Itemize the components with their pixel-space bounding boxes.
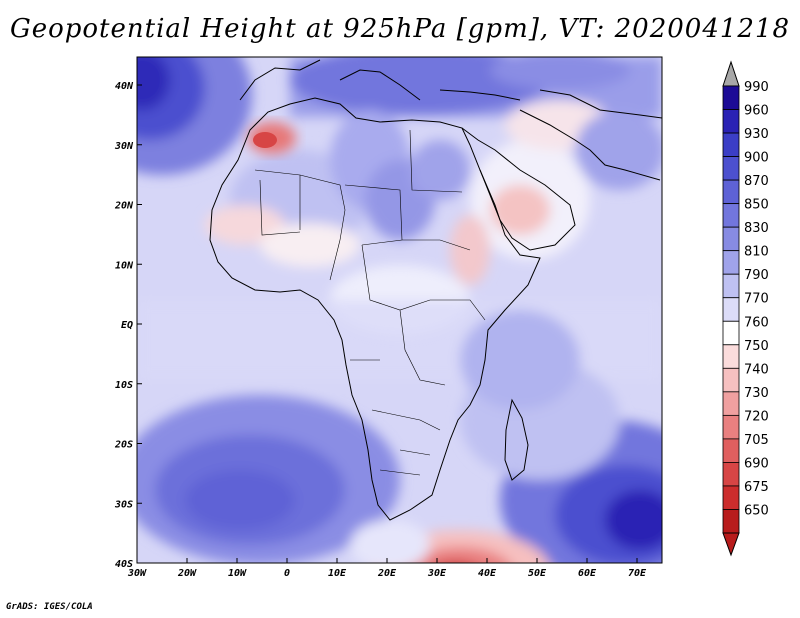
colorbar-label: 730 xyxy=(744,386,769,401)
lon-label: 10E xyxy=(328,568,347,579)
lat-label: EQ xyxy=(121,320,133,331)
colorbar-segment xyxy=(722,462,740,487)
colorbar-segment xyxy=(722,179,740,205)
lon-label: 50E xyxy=(528,568,547,579)
longitude-labels: 30W 20W 10W 0 10E 20E 30E 40E 50E 60E 70E xyxy=(127,568,647,579)
colorbar-label: 790 xyxy=(744,268,769,283)
colorbar-segment xyxy=(722,203,740,228)
latitude-labels: 40N 30N 20N 10N EQ 10S 20S 30S 40S xyxy=(114,81,134,570)
colorbar-label: 750 xyxy=(744,339,769,354)
map-title: Geopotential Height at 925hPa [gpm], VT:… xyxy=(9,14,791,44)
colorbar-label: 960 xyxy=(744,104,769,119)
colorbar-segment xyxy=(722,132,740,157)
colorbar-label: 870 xyxy=(744,174,769,189)
lon-label: 40E xyxy=(478,568,497,579)
lat-label: 40S xyxy=(115,559,133,570)
colorbar-label: 675 xyxy=(744,480,769,495)
lat-label: 30N xyxy=(114,141,134,152)
lat-label: 20S xyxy=(114,440,133,451)
lat-label: 40N xyxy=(115,81,134,92)
colorbar-segment xyxy=(722,320,740,346)
colorbar-label: 740 xyxy=(744,362,769,377)
height-field xyxy=(137,57,662,563)
colorbar-label: 930 xyxy=(744,127,769,142)
colorbar-segment xyxy=(722,250,740,275)
colorbar-segment xyxy=(722,367,740,393)
madagascar-outline xyxy=(504,398,529,481)
colorbar-label: 650 xyxy=(744,503,769,518)
country-borders xyxy=(254,129,486,476)
colorbar-label: 990 xyxy=(744,80,769,95)
lon-label: 20W xyxy=(177,568,197,579)
colorbar-segment xyxy=(722,297,740,322)
lon-label: 20E xyxy=(377,568,397,579)
lon-label: 70E xyxy=(628,568,647,579)
colorbar-label: 810 xyxy=(744,245,769,260)
colorbar-label: 830 xyxy=(744,221,769,236)
colorbar-segment xyxy=(722,85,740,110)
colorbar-segment xyxy=(722,156,740,181)
coastlines xyxy=(209,59,662,521)
colorbar-label: 705 xyxy=(744,433,769,448)
lat-label: 30S xyxy=(114,499,133,510)
lon-label: 30E xyxy=(427,568,447,579)
lat-label: 10N xyxy=(115,260,134,271)
colorbar-segment xyxy=(722,509,740,534)
colorbar-labels: 990 960 930 900 870 850 830 810 790 770 760 750 740 7… xyxy=(744,80,769,518)
axis-ticks xyxy=(136,84,638,564)
lon-label: 30W xyxy=(127,568,147,579)
colorbar-segment xyxy=(722,273,740,299)
colorbar-label: 720 xyxy=(744,409,769,424)
lat-label: 20N xyxy=(114,201,134,212)
lon-label: 0 xyxy=(284,568,290,579)
lon-label: 60E xyxy=(578,568,597,579)
colorbar-segment xyxy=(722,485,740,510)
colorbar-label: 760 xyxy=(744,315,769,330)
colorbar-label: 900 xyxy=(744,151,769,166)
colorbar-label: 850 xyxy=(744,198,769,213)
colorbar-label: 770 xyxy=(744,292,769,307)
colorbar-top-arrow xyxy=(722,60,740,87)
colorbar-segment xyxy=(722,344,740,369)
colorbar-segment xyxy=(722,109,740,134)
colorbar xyxy=(722,60,740,557)
colorbar-bottom-arrow xyxy=(722,532,740,557)
map-frame xyxy=(136,56,663,564)
colorbar-label: 690 xyxy=(744,456,769,471)
colorbar-segment xyxy=(722,414,740,440)
lat-label: 10S xyxy=(115,380,133,391)
colorbar-segment xyxy=(722,438,740,463)
grads-credit: GrADS: IGES/COLA xyxy=(6,602,93,612)
colorbar-segment xyxy=(722,391,740,416)
lon-label: 10W xyxy=(228,568,247,579)
colorbar-segment xyxy=(722,226,740,252)
